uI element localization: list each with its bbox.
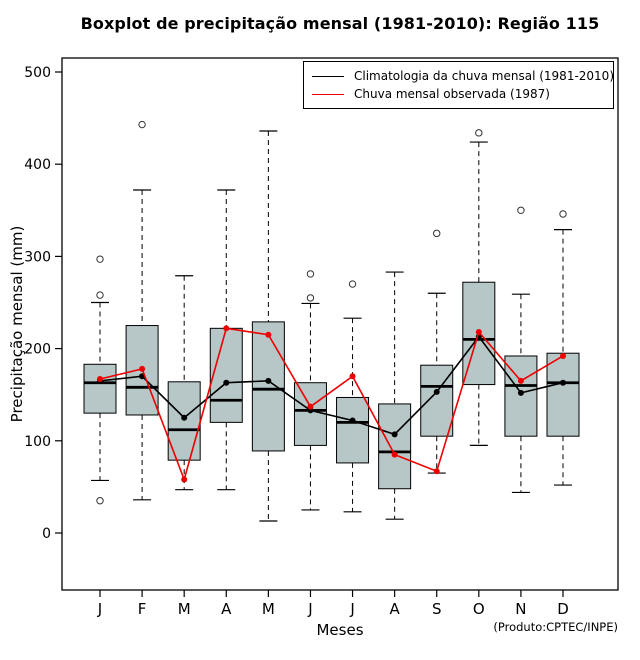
month-tick-label: A [221,600,232,618]
boxplot-box [83,363,117,414]
boxplot-box [293,382,327,446]
month-tick-label: J [97,600,102,618]
outlier-point [517,206,525,215]
month-tick-label: S [432,600,442,618]
series-point [560,352,566,359]
series-point [349,373,356,380]
y-tick-label: 100 [24,434,51,450]
series-point [391,451,398,458]
series-point [181,476,188,483]
series-point [391,431,398,438]
series-point [433,468,440,475]
outlier-point [559,210,567,218]
boxplot-box [420,364,454,437]
outlier-point [96,291,104,299]
y-tick-label: 400 [24,157,51,173]
month-tick-label: A [390,600,401,618]
series-point [349,417,356,424]
month-tick-label: F [138,600,147,618]
series-point [517,377,524,384]
month-tick-label: M [262,600,275,618]
series-point [265,377,272,384]
outlier-point [96,255,104,263]
y-tick-label: 200 [24,342,51,358]
legend-label-climatology: Climatologia da chuva mensal (1981-2010) [354,69,614,83]
series-point [475,329,482,336]
boxplot-box [167,381,201,461]
y-tick-label: 500 [24,65,51,81]
y-tick-label: 300 [24,249,51,265]
month-tick-label: O [473,600,485,618]
month-tick-label: N [515,600,526,618]
climatology-line-swatch [312,75,344,77]
series-point [139,365,146,372]
series-line-0 [99,335,564,436]
series-point [265,331,272,338]
outlier-point [306,270,315,278]
month-tick-label: M [178,600,191,618]
legend-item-observed: Chuva mensal observada (1987) [312,85,605,103]
month-tick-label: J [307,600,312,618]
legend-item-climatology: Climatologia da chuva mensal (1981-2010) [312,67,614,85]
plot-frame [61,57,619,591]
series-point [433,388,440,395]
outlier-point [96,497,104,505]
boxplot-box [336,396,370,464]
y-tick-label: 0 [42,526,51,542]
month-tick-label: J [349,600,354,618]
product-note: (Produto:CPTEC/INPE) [493,620,618,634]
boxplot-box [546,352,580,437]
outlier-point [475,129,483,137]
series-line-1 [99,327,564,483]
outlier-point [348,280,357,288]
series-point [223,325,230,332]
outlier-point [138,120,146,129]
x-axis-label: Meses [316,621,364,639]
outlier-point [306,294,315,302]
chart-title: Boxplot de precipitação mensal (1981-201… [80,14,600,33]
series-point [223,379,230,386]
legend: Climatologia da chuva mensal (1981-2010)… [303,61,614,109]
month-tick-label: D [557,600,569,618]
boxplot-box [209,327,243,423]
legend-label-observed: Chuva mensal observada (1987) [354,87,550,101]
observed-line-swatch [312,93,344,95]
boxplot-box [251,321,285,452]
boxplot-box [378,403,412,490]
series-point [307,403,314,410]
series-point [97,376,103,383]
series-point [181,414,188,421]
series-point [517,389,524,396]
series-point [560,379,566,386]
y-axis-label: Precipitação mensal (mm) [8,225,26,423]
outlier-point [433,229,441,238]
